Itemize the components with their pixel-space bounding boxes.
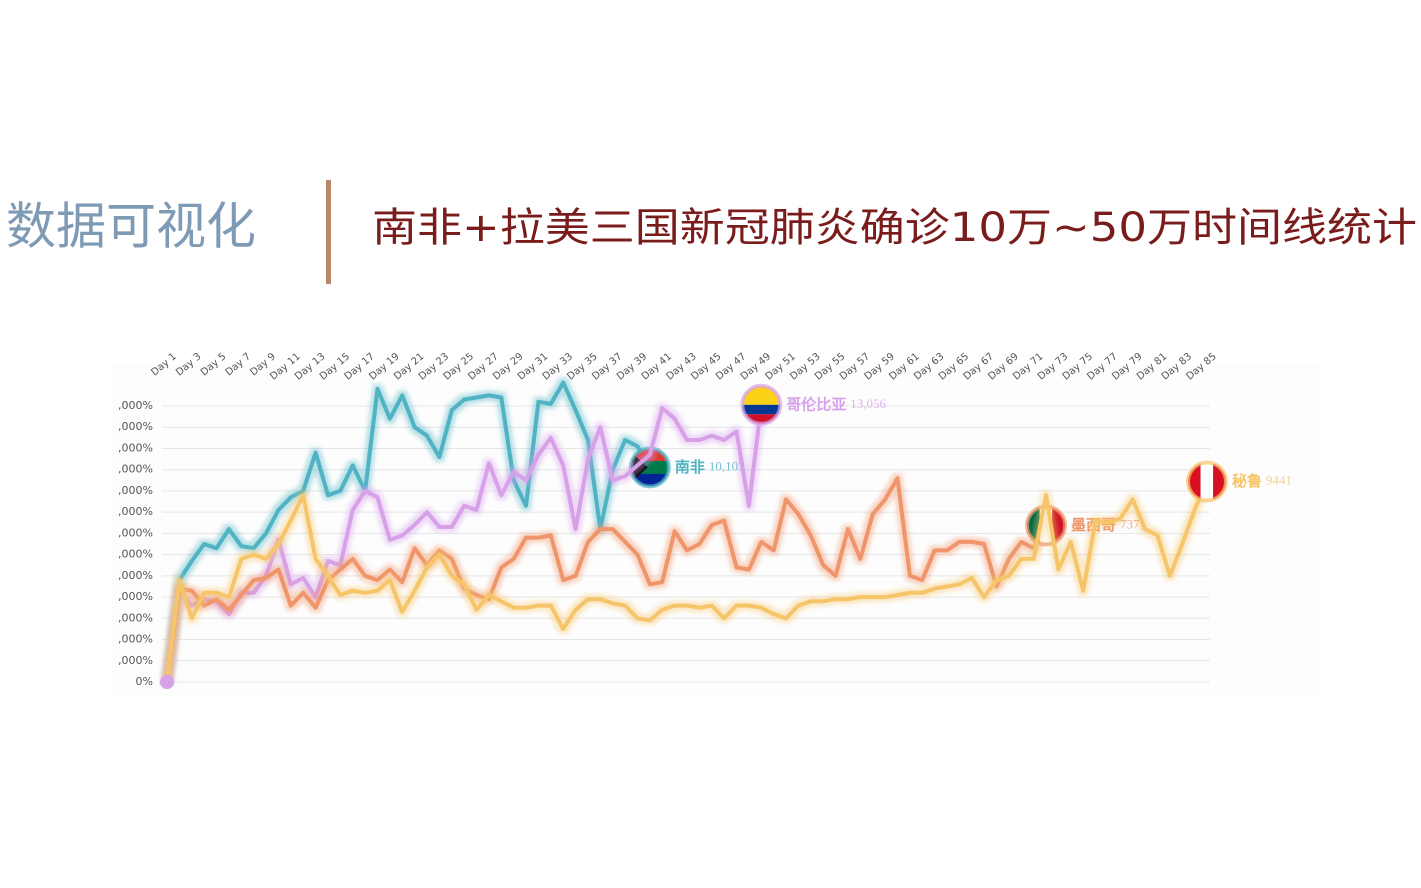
end-marker (1186, 460, 1228, 503)
series-line (165, 476, 1048, 683)
flag-stripe (742, 404, 781, 415)
y-tick-label: 10,000% (104, 463, 153, 476)
y-tick-label: 0% (136, 675, 153, 688)
flag-shape (630, 452, 648, 483)
y-tick-label: 5,000% (111, 569, 153, 582)
flag-stripe (742, 414, 781, 424)
y-tick-label: 11,000% (104, 441, 153, 454)
origin-dot (160, 675, 174, 689)
y-tick-label: 3,000% (111, 611, 153, 624)
end-value-label: 13,056 (850, 396, 886, 411)
flag-stripe (1200, 462, 1214, 501)
y-tick-label: 6,000% (111, 548, 153, 561)
y-tick-label: 13,000% (104, 399, 153, 412)
y-tick-label: 7,000% (111, 526, 153, 539)
y-tick-label: 1,000% (111, 654, 153, 667)
y-tick-label: 4,000% (111, 590, 153, 603)
y-axis: 0% 1,000% 2,000% 3,000% 4,000% 5,000% 6,000% 7,… (104, 399, 153, 688)
series-name: 哥伦比亚 (786, 395, 846, 413)
end-value-label: 10,107 (709, 458, 745, 473)
y-tick-label: 8,000% (111, 505, 153, 518)
series-line (165, 380, 652, 683)
end-marker (740, 383, 783, 426)
series-name: 秘鲁 (1232, 472, 1262, 490)
y-tick-label: 9,000% (111, 484, 153, 497)
chart-title: 南非+拉美三国新冠肺炎确诊10万~50万时间线统计 (372, 205, 1417, 251)
left-title: 数据可视化 (6, 198, 256, 256)
divider (326, 180, 331, 284)
series-name: 南非 (675, 458, 705, 476)
y-tick-label: 2,000% (111, 633, 153, 646)
series-line (165, 480, 1209, 683)
end-value-label: 9441 (1266, 473, 1292, 488)
y-tick-label: 12,000% (104, 420, 153, 433)
